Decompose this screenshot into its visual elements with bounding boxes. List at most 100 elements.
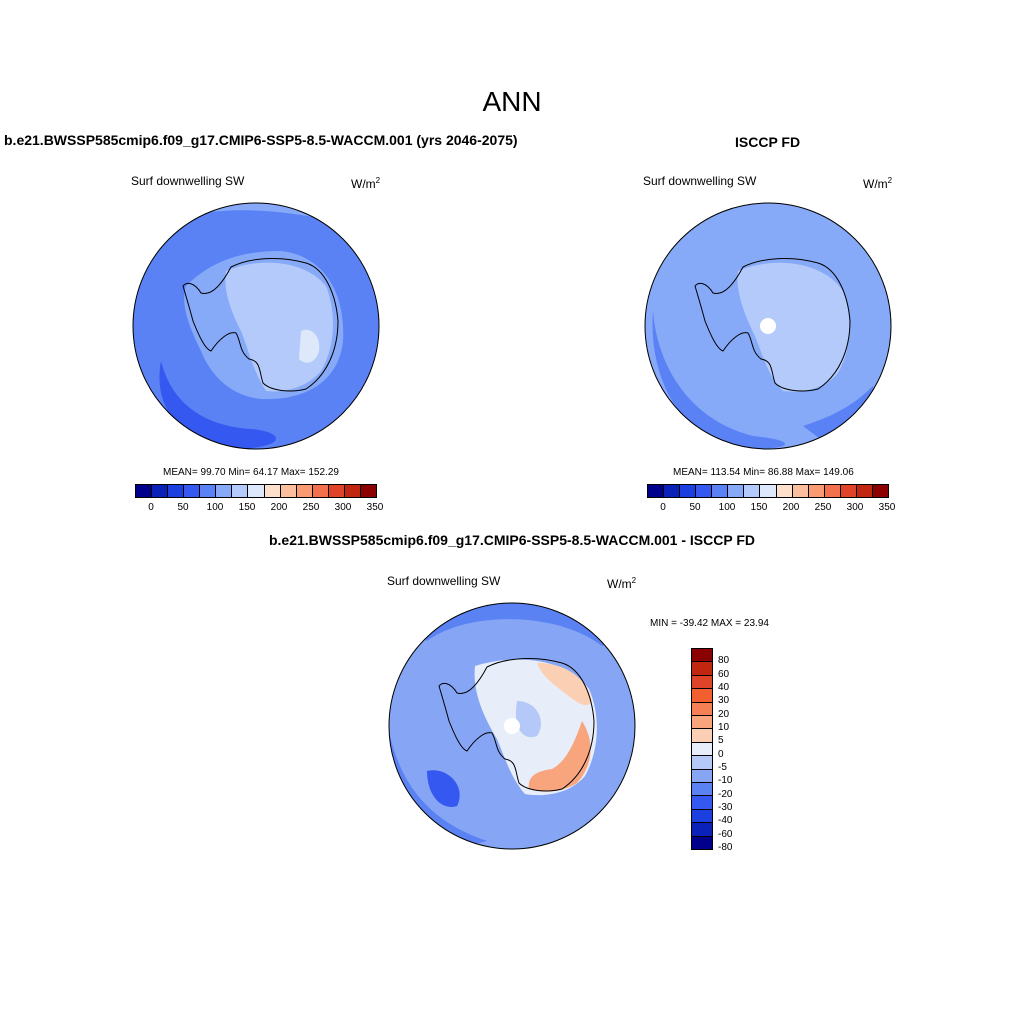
colorbar-swatch	[728, 485, 745, 497]
colorbar-tick-label: 350	[366, 502, 384, 513]
stats-obs: MEAN= 113.54 Min= 86.88 Max= 149.06	[673, 467, 854, 478]
colorbar-swatch	[692, 836, 712, 850]
colorbar-tick-label: -5	[718, 762, 727, 773]
colorbar-tick-label: 150	[238, 502, 256, 513]
panel-title-diff: b.e21.BWSSP585cmip6.f09_g17.CMIP6-SSP5-8…	[268, 532, 755, 548]
high-value-region	[299, 329, 320, 363]
colorbar-diff	[691, 648, 713, 850]
missing-data-pole	[760, 318, 776, 334]
map-boundary	[132, 202, 380, 450]
colorbar-tick-label: 60	[718, 668, 730, 680]
low-value-region	[652, 311, 785, 449]
colorbar-tick-label: -30	[718, 802, 733, 813]
colorbar-swatch	[712, 485, 729, 497]
colorbar-swatch	[168, 485, 185, 497]
colorbar-ticks-diff: 80 60 40 30 20 10 5 0 -5 -10 -20 -30 -40 -60 -80	[718, 648, 758, 853]
colorbar-swatch	[760, 485, 777, 497]
colorbar-swatch	[344, 485, 361, 497]
colorbar-tick-label: 250	[302, 502, 320, 513]
colorbar-tick-label: 300	[334, 502, 352, 513]
colorbar-swatch	[692, 716, 712, 730]
colorbar-tick-label: 350	[878, 502, 896, 513]
variable-label-model: Surf downwelling SW	[131, 174, 245, 188]
colorbar-tick-label: -40	[718, 815, 733, 827]
positive-region-east	[537, 663, 592, 706]
colorbar-ticks-obs: 0 50 100 150 200 250 300 350	[647, 502, 895, 516]
map-boundary	[388, 602, 636, 850]
colorbar-swatch	[692, 756, 712, 770]
stats-diff: MIN = -39.42 MAX = 23.94	[650, 618, 769, 629]
stats-model: MEAN= 99.70 Min= 64.17 Max= 152.29	[163, 467, 339, 478]
negative-region-interior	[515, 701, 541, 738]
colorbar-swatch	[692, 783, 712, 797]
variable-label-diff: Surf downwelling SW	[387, 574, 501, 588]
colorbar-swatch	[152, 485, 169, 497]
colorbar-swatch	[200, 485, 217, 497]
main-title: ANN	[482, 86, 542, 117]
low-value-region	[159, 361, 276, 449]
colorbar-tick-label: 80	[718, 655, 730, 667]
colorbar-obs	[647, 484, 889, 498]
map-boundary	[644, 202, 892, 450]
colorbar-tick-label: 150	[750, 502, 768, 513]
colorbar-tick-label: 0	[148, 502, 154, 513]
colorbar-tick-label: 5	[718, 735, 724, 747]
colorbar-swatch	[184, 485, 201, 497]
colorbar-tick-label: 300	[846, 502, 864, 513]
colorbar-swatch	[664, 485, 681, 497]
colorbar-swatch	[776, 485, 793, 497]
colorbar-tick-label: 200	[782, 502, 800, 513]
colorbar-tick-label: 30	[718, 695, 730, 707]
colorbar-swatch	[328, 485, 345, 497]
colorbar-swatch	[692, 742, 712, 757]
positive-region-coast	[528, 721, 591, 792]
colorbar-swatch	[692, 689, 712, 703]
colorbar-swatch	[692, 649, 712, 663]
missing-data-pole	[504, 718, 520, 734]
colorbar-swatch	[840, 485, 857, 497]
antarctic-interior	[737, 262, 850, 392]
colorbar-swatch	[360, 485, 376, 497]
colorbar-tick-label: 0	[660, 502, 666, 513]
colorbar-tick-label: -80	[718, 842, 733, 853]
colorbar-tick-label: -60	[718, 828, 733, 840]
polar-map-obs	[644, 202, 892, 450]
colorbar-swatch	[692, 702, 712, 717]
colorbar-tick-label: 100	[206, 502, 224, 513]
polar-map-diff	[388, 602, 636, 850]
colorbar-swatch	[872, 485, 888, 497]
colorbar-tick-label: 100	[718, 502, 736, 513]
colorbar-tick-label: 50	[177, 502, 189, 513]
colorbar-model	[135, 484, 377, 498]
colorbar-tick-label: 250	[814, 502, 832, 513]
colorbar-swatch	[692, 729, 712, 743]
colorbar-swatch	[692, 809, 712, 824]
colorbar-swatch	[692, 675, 712, 690]
colorbar-tick-label: 200	[270, 502, 288, 513]
colorbar-swatch	[808, 485, 825, 497]
panel-title-model: b.e21.BWSSP585cmip6.f09_g17.CMIP6-SSP5-8…	[4, 132, 518, 148]
colorbar-ticks-model: 0 50 100 150 200 250 300 350	[135, 502, 383, 516]
colorbar-swatch	[648, 485, 665, 497]
colorbar-swatch	[692, 769, 712, 784]
colorbar-swatch	[296, 485, 313, 497]
colorbar-swatch	[248, 485, 265, 497]
colorbar-swatch	[744, 485, 761, 497]
antarctica-coastline	[694, 257, 851, 392]
colorbar-swatch	[692, 662, 712, 676]
antarctica-coastline	[438, 657, 595, 792]
units-label-obs: W/m2	[863, 176, 893, 191]
colorbar-swatch	[264, 485, 281, 497]
colorbar-swatch	[216, 485, 233, 497]
colorbar-swatch	[696, 485, 713, 497]
colorbar-swatch	[136, 485, 153, 497]
colorbar-tick-label: 10	[718, 722, 730, 733]
colorbar-swatch	[692, 823, 712, 837]
strong-negative-region	[427, 770, 460, 807]
colorbar-swatch	[856, 485, 873, 497]
variable-label-obs: Surf downwelling SW	[643, 174, 757, 188]
colorbar-swatch	[312, 485, 329, 497]
panel-title-obs: ISCCP FD	[735, 134, 801, 150]
polar-map-model	[132, 202, 380, 450]
units-label-model: W/m2	[351, 176, 381, 191]
